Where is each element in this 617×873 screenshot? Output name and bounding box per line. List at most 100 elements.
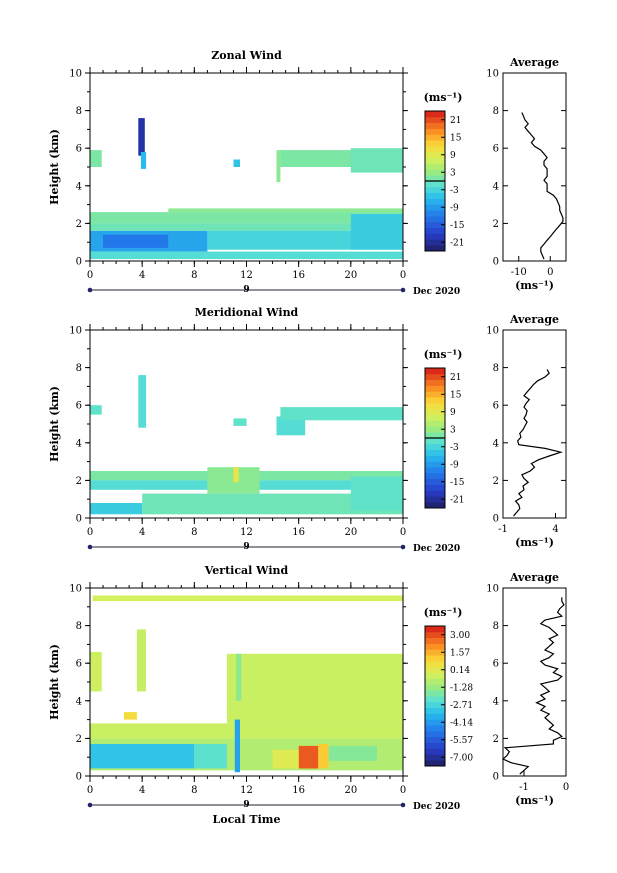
colorbar-segment [425, 128, 445, 135]
colorbar-tick-label: 9 [450, 408, 456, 418]
profile-y-tick-label: 4 [493, 438, 499, 449]
profile-line [521, 112, 564, 260]
heatmap-cell [298, 745, 319, 769]
colorbar-segment [425, 192, 445, 199]
x-tick-label: 0 [87, 527, 93, 538]
colorbar-tick-label: 1.57 [450, 648, 470, 658]
profile-y-tick-label: 2 [493, 476, 499, 487]
colorbar-segment [425, 760, 445, 767]
profile-title: Average [509, 571, 559, 584]
x-tick-label: 16 [292, 785, 305, 796]
profile-y-tick-label: 6 [493, 144, 499, 155]
colorbar-segment [425, 122, 445, 129]
x-tick-label: 20 [344, 270, 357, 281]
colorbar-segment [425, 484, 445, 491]
colorbar-tick-label: -21 [450, 238, 465, 248]
x-tick-label: 0 [400, 270, 406, 281]
heatmap-cell [194, 744, 227, 769]
colorbar-segment [425, 169, 445, 176]
colorbar-segment [425, 221, 445, 228]
profile-y-tick-label: 4 [493, 696, 499, 707]
heatmap-cell [350, 476, 403, 511]
colorbar-segment [425, 690, 445, 697]
heatmap-cell [90, 150, 102, 167]
heatmap-cell [103, 234, 169, 248]
panel-title: Meridional Wind [195, 306, 299, 319]
x-tick-label: 16 [292, 270, 305, 281]
day-start-marker [87, 544, 93, 550]
profile-frame [502, 329, 567, 519]
colorbar-segment [425, 701, 445, 708]
day-start-marker [87, 287, 93, 293]
profile-line [501, 597, 565, 775]
colorbar-segment [425, 736, 445, 743]
profile-y-tick-label: 6 [493, 659, 499, 670]
colorbar-tick-label: 9 [450, 151, 456, 161]
profile-y-tick-label: 10 [486, 584, 499, 595]
heatmap-cell [276, 150, 281, 183]
profile-x-tick-label: 0 [563, 782, 569, 793]
profile-y-tick-label: 8 [493, 363, 499, 374]
colorbar-segment [425, 181, 445, 188]
heatmap-cell [226, 653, 403, 724]
colorbar-segment [425, 116, 445, 123]
colorbar-segment [425, 742, 445, 749]
x-tick-label: 8 [191, 785, 197, 796]
colorbar-segment [425, 626, 445, 633]
colorbar-segment [425, 163, 445, 170]
heatmap-cell [138, 375, 147, 428]
heatmap-cell [236, 653, 242, 701]
y-tick-label: 4 [76, 696, 82, 707]
colorbar-segment [425, 461, 445, 468]
colorbar-tick-label: -1.28 [450, 683, 473, 693]
colorbar-unit: (ms⁻¹) [424, 606, 463, 619]
profile-y-tick-label: 8 [493, 106, 499, 117]
day-label: 9 [243, 542, 249, 552]
colorbar-tick-label: -3 [450, 443, 459, 453]
colorbar-segment [425, 655, 445, 662]
profile-x-tick-label: -10 [511, 267, 527, 278]
y-tick-label: 10 [69, 69, 82, 80]
x-tick-label: 12 [240, 527, 253, 538]
colorbar-tick-label: 3 [450, 168, 456, 178]
colorbar-segment [425, 426, 445, 433]
colorbar-segment [425, 672, 445, 679]
profile-x-tick-label: -1 [498, 524, 508, 535]
colorbar-segment [425, 661, 445, 668]
colorbar-segment [425, 198, 445, 205]
colorbar-segment [425, 449, 445, 456]
colorbar-tick-label: -7.00 [450, 753, 473, 763]
colorbar-segment [425, 467, 445, 474]
colorbar-segment [425, 731, 445, 738]
colorbar-segment [425, 478, 445, 485]
colorbar-segment [425, 379, 445, 386]
y-tick-label: 8 [76, 363, 82, 374]
colorbar-segment [425, 631, 445, 638]
profile-unit: (ms⁻¹) [515, 279, 554, 292]
colorbar-tick-label: -4.14 [450, 718, 473, 728]
profile-unit: (ms⁻¹) [515, 536, 554, 549]
colorbar-tick-label: -3 [450, 186, 459, 196]
colorbar-segment [425, 707, 445, 714]
profile-y-tick-label: 0 [493, 257, 499, 268]
profile-frame [502, 587, 567, 777]
day-end-marker [400, 544, 406, 550]
colorbar-tick-label: 21 [450, 373, 461, 383]
colorbar-segment [425, 368, 445, 375]
colorbar-segment [425, 227, 445, 234]
colorbar-tick-label: -15 [450, 478, 465, 488]
heatmap-cell [90, 223, 403, 231]
heatmap-cell [142, 493, 403, 515]
colorbar-segment [425, 216, 445, 223]
x-tick-label: 12 [240, 785, 253, 796]
profile-frame [502, 72, 567, 262]
day-end-marker [400, 802, 406, 808]
y-tick-label: 8 [76, 106, 82, 117]
panel-title: Vertical Wind [204, 564, 289, 577]
profile-y-tick-label: 0 [493, 514, 499, 525]
x-tick-label: 0 [87, 785, 93, 796]
colorbar-segment [425, 391, 445, 398]
